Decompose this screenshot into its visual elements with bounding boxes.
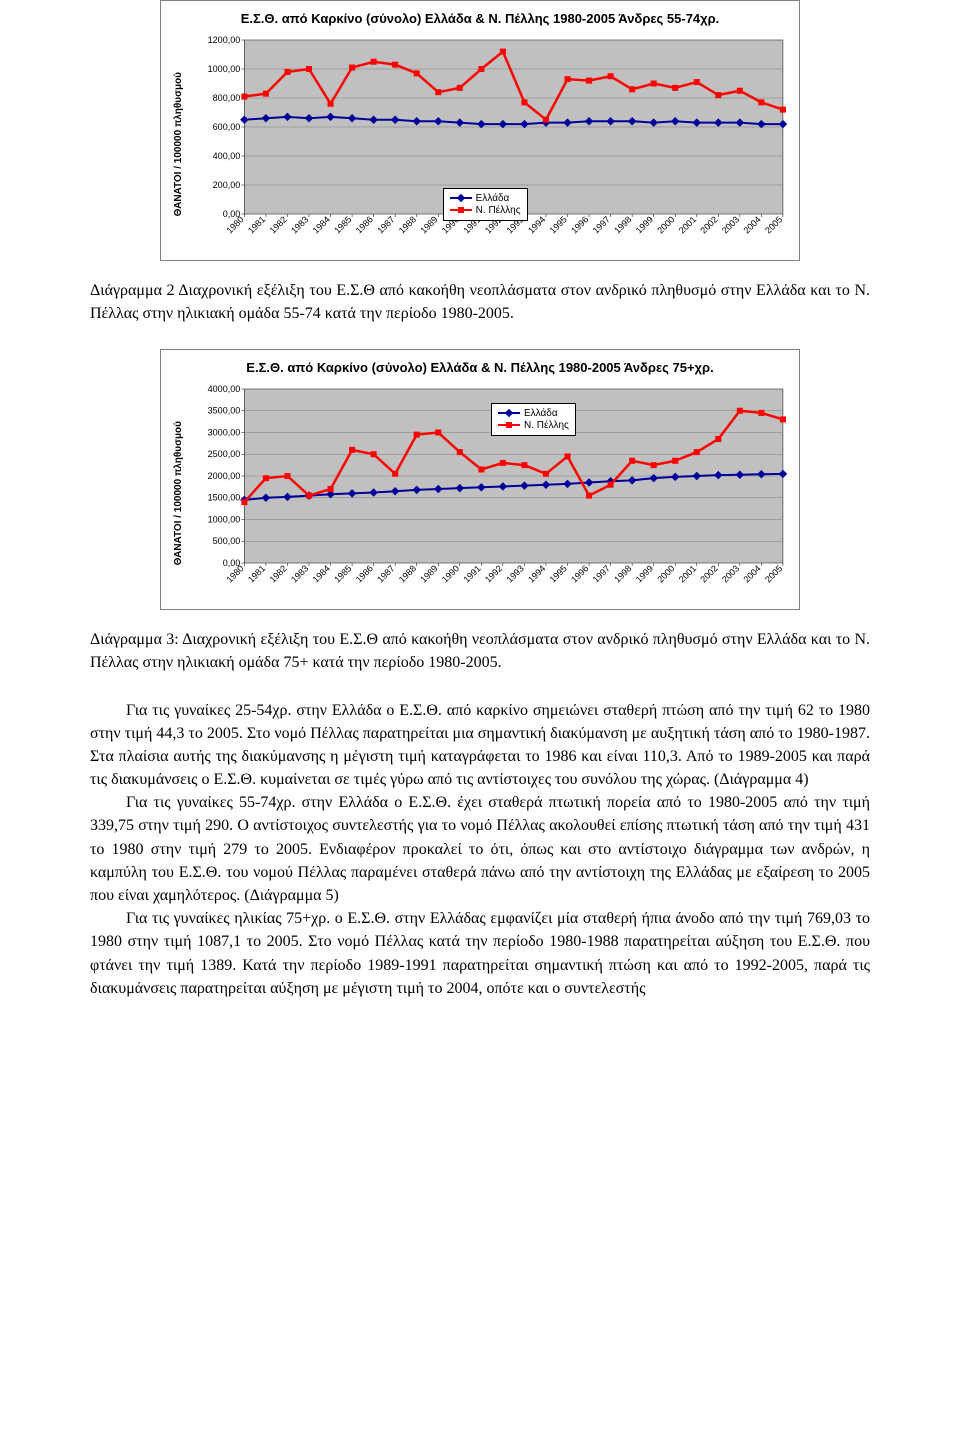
svg-text:1993: 1993 [505, 564, 526, 585]
svg-text:500,00: 500,00 [213, 536, 241, 546]
body-paragraph: Για τις γυναίκες 55-74χρ. στην Ελλάδα ο … [90, 791, 870, 907]
chart-2-ylabel-wrap: ΘΑΝΑΤΟΙ / 100000 πληθυσμού [167, 383, 189, 603]
svg-text:1994: 1994 [526, 214, 547, 235]
legend-label: Ν. Πέλλης [524, 420, 569, 431]
svg-text:1988: 1988 [397, 214, 418, 235]
svg-text:2001: 2001 [677, 214, 698, 235]
svg-text:1982: 1982 [268, 564, 289, 585]
svg-text:1995: 1995 [548, 564, 569, 585]
legend-row: Ελλάδα [450, 193, 521, 204]
chart-1-body: ΘΑΝΑΤΟΙ / 100000 πληθυσμού 0,00200,00400… [167, 34, 793, 254]
svg-text:1983: 1983 [289, 214, 310, 235]
svg-text:1989: 1989 [418, 214, 439, 235]
svg-text:1989: 1989 [418, 564, 439, 585]
svg-text:1995: 1995 [548, 214, 569, 235]
svg-text:1000,00: 1000,00 [208, 64, 241, 74]
svg-text:1981: 1981 [246, 564, 267, 585]
body-text: Για τις γυναίκες 25-54χρ. στην Ελλάδα ο … [90, 699, 870, 1000]
svg-text:1984: 1984 [311, 564, 332, 585]
body-paragraph: Για τις γυναίκες 25-54χρ. στην Ελλάδα ο … [90, 699, 870, 792]
chart-2-body: ΘΑΝΑΤΟΙ / 100000 πληθυσμού 0,00500,00100… [167, 383, 793, 603]
svg-text:2000: 2000 [655, 564, 676, 585]
legend-row: Ν. Πέλλης [498, 420, 569, 431]
svg-text:1996: 1996 [569, 564, 590, 585]
svg-text:1994: 1994 [526, 564, 547, 585]
chart-1-plot-area: 0,00200,00400,00600,00800,001000,001200,… [189, 34, 793, 254]
svg-text:1983: 1983 [289, 564, 310, 585]
legend-label: Ελλάδα [476, 193, 510, 204]
svg-text:1988: 1988 [397, 564, 418, 585]
chart-2-container: Ε.Σ.Θ. από Καρκίνο (σύνολο) Ελλάδα & Ν. … [160, 349, 800, 610]
svg-text:2004: 2004 [741, 564, 762, 585]
svg-text:1985: 1985 [332, 564, 353, 585]
svg-text:1996: 1996 [569, 214, 590, 235]
svg-text:2005: 2005 [763, 214, 784, 235]
chart-1-ylabel-wrap: ΘΑΝΑΤΟΙ / 100000 πληθυσμού [167, 34, 189, 254]
chart-1-title: Ε.Σ.Θ. από Καρκίνο (σύνολο) Ελλάδα & Ν. … [167, 11, 793, 28]
svg-text:2002: 2002 [698, 214, 719, 235]
svg-text:1998: 1998 [612, 214, 633, 235]
chart-1-legend: Ελλάδα Ν. Πέλλης [443, 188, 528, 221]
page: Ε.Σ.Θ. από Καρκίνο (σύνολο) Ελλάδα & Ν. … [0, 0, 960, 1040]
svg-text:800,00: 800,00 [213, 93, 241, 103]
svg-text:1986: 1986 [354, 214, 375, 235]
svg-text:2003: 2003 [720, 564, 741, 585]
svg-text:2004: 2004 [741, 214, 762, 235]
svg-text:3500,00: 3500,00 [208, 406, 241, 416]
svg-text:600,00: 600,00 [213, 122, 241, 132]
caption-2: Διάγραμμα 3: Διαχρονική εξέλιξη του Ε.Σ.… [90, 628, 870, 674]
svg-text:2003: 2003 [720, 214, 741, 235]
svg-text:1998: 1998 [612, 564, 633, 585]
svg-text:3000,00: 3000,00 [208, 428, 241, 438]
svg-text:1000,00: 1000,00 [208, 515, 241, 525]
svg-text:2001: 2001 [677, 564, 698, 585]
legend-row: Ν. Πέλλης [450, 205, 521, 216]
svg-text:1987: 1987 [375, 564, 396, 585]
chart-1-svg: 0,00200,00400,00600,00800,001000,001200,… [189, 34, 793, 254]
chart-2-legend: Ελλάδα Ν. Πέλλης [491, 403, 576, 436]
svg-text:1200,00: 1200,00 [208, 35, 241, 45]
svg-text:1987: 1987 [375, 214, 396, 235]
legend-swatch [498, 408, 520, 418]
svg-text:2000,00: 2000,00 [208, 471, 241, 481]
svg-text:1986: 1986 [354, 564, 375, 585]
svg-text:2002: 2002 [698, 564, 719, 585]
svg-text:1990: 1990 [440, 564, 461, 585]
svg-text:1991: 1991 [461, 564, 482, 585]
svg-text:1981: 1981 [246, 214, 267, 235]
chart-2-title: Ε.Σ.Θ. από Καρκίνο (σύνολο) Ελλάδα & Ν. … [167, 360, 793, 377]
legend-label: Ν. Πέλλης [476, 205, 521, 216]
svg-text:1999: 1999 [634, 564, 655, 585]
chart-2-plot-area: 0,00500,001000,001500,002000,002500,0030… [189, 383, 793, 603]
svg-text:1500,00: 1500,00 [208, 493, 241, 503]
svg-text:1997: 1997 [591, 214, 612, 235]
svg-text:2500,00: 2500,00 [208, 449, 241, 459]
legend-label: Ελλάδα [524, 408, 558, 419]
legend-row: Ελλάδα [498, 408, 569, 419]
legend-swatch [450, 205, 472, 215]
svg-text:4000,00: 4000,00 [208, 384, 241, 394]
svg-text:1985: 1985 [332, 214, 353, 235]
svg-text:1997: 1997 [591, 564, 612, 585]
svg-text:1992: 1992 [483, 564, 504, 585]
caption-1: Διάγραμμα 2 Διαχρονική εξέλιξη του Ε.Σ.Θ… [90, 279, 870, 325]
chart-2-ylabel: ΘΑΝΑΤΟΙ / 100000 πληθυσμού [173, 421, 184, 565]
chart-1-ylabel: ΘΑΝΑΤΟΙ / 100000 πληθυσμού [173, 72, 184, 216]
chart-1-container: Ε.Σ.Θ. από Καρκίνο (σύνολο) Ελλάδα & Ν. … [160, 0, 800, 261]
svg-text:2000: 2000 [655, 214, 676, 235]
svg-text:1984: 1984 [311, 214, 332, 235]
svg-text:400,00: 400,00 [213, 151, 241, 161]
legend-swatch [450, 193, 472, 203]
svg-text:2005: 2005 [763, 564, 784, 585]
svg-text:200,00: 200,00 [213, 180, 241, 190]
svg-text:1982: 1982 [268, 214, 289, 235]
svg-text:1999: 1999 [634, 214, 655, 235]
legend-swatch [498, 420, 520, 430]
body-paragraph: Για τις γυναίκες ηλικίας 75+χρ. ο Ε.Σ.Θ.… [90, 907, 870, 1000]
